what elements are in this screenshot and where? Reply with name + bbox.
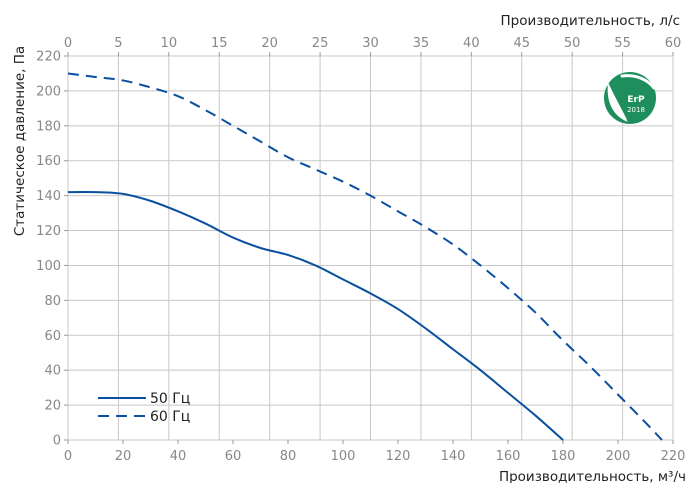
x-bottom-tick-label: 180 — [551, 449, 576, 464]
x-top-tick-label: 40 — [463, 36, 480, 51]
y-tick-label: 0 — [53, 434, 61, 449]
erp-logo-swoosh — [620, 74, 656, 90]
x-axis-label-bottom: Производительность, м³/ч — [499, 469, 686, 483]
x-bottom-tick-label: 100 — [331, 449, 356, 464]
x-top-tick-label: 0 — [64, 36, 72, 51]
x-bottom-tick-label: 0 — [64, 449, 72, 464]
x-bottom-tick-label: 40 — [170, 449, 187, 464]
x-top-tick-label: 20 — [261, 36, 278, 51]
x-axis-label-top: Производительность, л/с — [500, 13, 680, 29]
y-tick-label: 40 — [44, 364, 61, 379]
grid — [68, 56, 673, 440]
x-top-tick-label: 5 — [114, 36, 122, 51]
erp-logo-year: 2018 — [627, 106, 645, 114]
y-tick-label: 120 — [36, 224, 61, 239]
y-tick-label: 180 — [36, 119, 61, 134]
y-tick-label: 160 — [36, 154, 61, 169]
x-bottom-tick-label: 220 — [661, 449, 686, 464]
series-lines — [67, 72, 663, 441]
y-axis-label: Статическое давление, Па — [12, 46, 28, 236]
erp-logo-leaf-line — [605, 79, 627, 121]
x-top-tick-label: 45 — [513, 36, 530, 51]
legend-label-2: 60 Гц — [150, 409, 190, 425]
x-bottom-tick-label: 20 — [115, 449, 132, 464]
x-top-tick-label: 30 — [362, 36, 379, 51]
x-bottom-tick-label: 80 — [280, 449, 297, 464]
x-bottom-tick-label: 140 — [441, 449, 466, 464]
y-tick-label: 140 — [36, 189, 61, 204]
legend-label-1: 50 Гц — [150, 391, 190, 407]
y-tick-label: 220 — [36, 50, 61, 65]
x-top-tick-label: 35 — [413, 36, 430, 51]
x-bottom-tick-label: 120 — [386, 449, 411, 464]
x-bottom-tick-label: 200 — [606, 449, 631, 464]
x-top-tick-label: 50 — [564, 36, 581, 51]
erp-logo-text: ErP — [627, 95, 645, 105]
y-tick-label: 200 — [36, 84, 61, 99]
series-line-2 — [67, 72, 663, 441]
y-tick-label: 20 — [44, 399, 61, 414]
series-line-1 — [67, 191, 564, 441]
legend: 50 Гц 60 Гц — [98, 391, 190, 425]
x-bottom-tick-label: 160 — [496, 449, 521, 464]
x-bottom-tick-label: 60 — [225, 449, 242, 464]
erp-logo: ErP 2018 — [604, 72, 656, 124]
x-top-tick-label: 25 — [312, 36, 329, 51]
x-top-tick-label: 60 — [665, 36, 682, 51]
y-tick-label: 80 — [44, 294, 61, 309]
ticks: 0 5 10 15 20 25 30 35 40 45 50 55 60 0 20 40 60 80 100 120 1… — [36, 36, 685, 464]
x-top-tick-label: 15 — [211, 36, 228, 51]
x-top-tick-label: 10 — [161, 36, 178, 51]
x-top-tick-label: 55 — [614, 36, 631, 51]
y-tick-label: 100 — [36, 259, 61, 274]
y-tick-label: 60 — [44, 329, 61, 344]
